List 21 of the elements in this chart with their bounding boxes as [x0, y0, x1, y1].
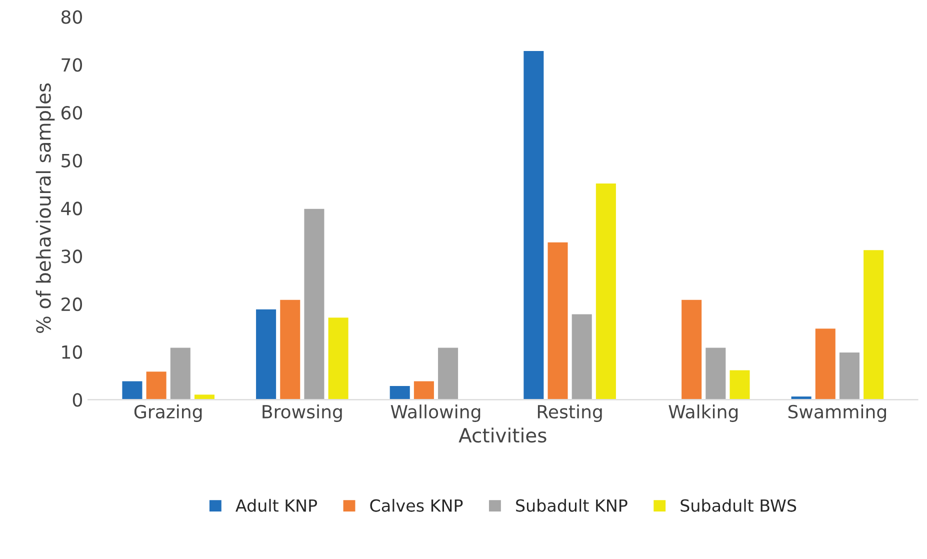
y-tick-label: 60 — [61, 106, 82, 120]
y-tick-label: 0 — [72, 393, 82, 407]
y-tick-label: 50 — [62, 154, 82, 168]
legend-label: Calves KNP — [370, 498, 463, 512]
x-tick-label: Swamming — [788, 404, 886, 422]
y-tick-label: 70 — [62, 58, 82, 72]
x-tick-label: Browsing — [262, 404, 342, 422]
x-tick-label: Grazing — [134, 404, 202, 422]
legend-label: Adult KNP — [236, 498, 318, 512]
x-tick-label: Walking — [668, 404, 738, 422]
y-axis-title: % of behavioural samples — [36, 83, 55, 333]
x-tick-label: Resting — [538, 404, 602, 422]
x-tick-label: Wallowing — [390, 404, 480, 422]
y-tick-label: 10 — [62, 345, 82, 359]
y-tick-label: 40 — [61, 202, 82, 216]
y-tick-label: 20 — [62, 297, 82, 312]
y-tick-label: 30 — [62, 250, 82, 264]
legend-label: Subadult BWS — [680, 498, 796, 512]
x-axis-title: Activities — [458, 428, 546, 443]
legend-label: Subadult KNP — [516, 498, 628, 512]
y-tick-label: 80 — [61, 10, 82, 24]
